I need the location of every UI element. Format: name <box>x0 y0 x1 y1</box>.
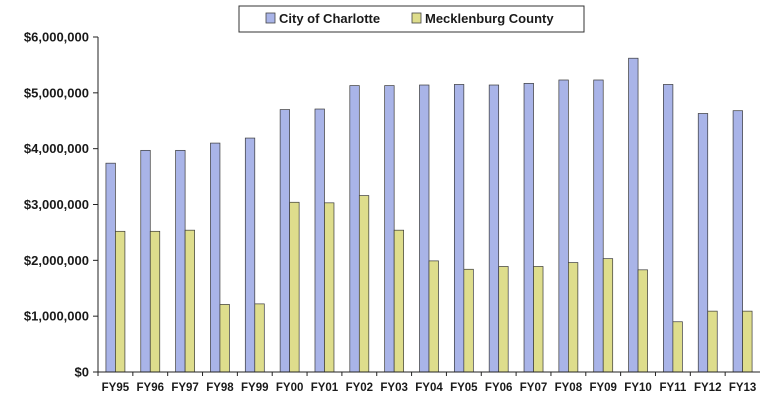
bar-mecklenburg-county <box>289 201 300 373</box>
x-tick-label: FY13 <box>729 382 757 394</box>
legend-swatch-city <box>265 12 276 24</box>
bar-city-of-charlotte <box>140 149 151 373</box>
y-tick-label: $4,000,000 <box>24 141 89 156</box>
bar-mecklenburg-county <box>358 195 370 373</box>
bar-city-of-charlotte <box>663 84 674 373</box>
legend: City of Charlotte Mecklenburg County <box>238 5 585 33</box>
bar-mecklenburg-county <box>463 268 474 373</box>
legend-swatch-county <box>411 12 422 24</box>
y-axis: $0 $1,000,000 $2,000,000 $3,000,000 $4,000,0… <box>24 30 99 380</box>
bar-city-of-charlotte <box>384 85 395 373</box>
bar-mecklenburg-county <box>254 303 265 373</box>
bars <box>105 57 753 373</box>
bar-mecklenburg-county <box>742 310 753 373</box>
bar-city-of-charlotte <box>279 109 290 373</box>
bar-mecklenburg-county <box>602 258 614 373</box>
bar-city-of-charlotte <box>558 79 569 373</box>
x-tick-label: FY96 <box>137 382 165 394</box>
x-tick-label: FY06 <box>485 382 513 394</box>
bar-mecklenburg-county <box>219 304 230 373</box>
bar-city-of-charlotte <box>349 85 360 373</box>
bar-mecklenburg-county <box>324 202 335 373</box>
y-tick-label: $5,000,000 <box>24 85 89 100</box>
bar-city-of-charlotte <box>593 79 604 373</box>
x-tick-label: FY98 <box>206 382 234 394</box>
y-tick-label: $3,000,000 <box>24 197 89 212</box>
bar-mecklenburg-county <box>184 229 195 373</box>
bar-city-of-charlotte <box>244 137 256 373</box>
x-tick-label: FY09 <box>589 382 617 394</box>
bar-city-of-charlotte <box>453 84 465 373</box>
bar-city-of-charlotte <box>314 108 325 373</box>
x-axis: FY95 FY96 FY97 FY98 FY99 FY00 FY01 FY02 FY03 FY04… <box>97 371 760 394</box>
x-tick-label: FY95 <box>102 382 130 394</box>
x-tick-label: FY12 <box>694 382 722 394</box>
bar-mecklenburg-county <box>115 230 126 373</box>
legend-label-county: Mecklenburg County <box>425 11 554 26</box>
bar-city-of-charlotte <box>732 110 743 373</box>
x-tick-label: FY10 <box>624 382 652 394</box>
y-tick-label: $6,000,000 <box>24 30 89 45</box>
bar-mecklenburg-county <box>637 269 648 373</box>
bar-city-of-charlotte <box>697 113 709 373</box>
bar-mecklenburg-county <box>149 230 161 373</box>
bar-city-of-charlotte <box>523 82 534 373</box>
bar-city-of-charlotte <box>419 84 430 373</box>
bar-mecklenburg-county <box>533 266 544 373</box>
bar-city-of-charlotte <box>210 142 221 373</box>
bar-mecklenburg-county <box>393 229 405 373</box>
bar-mecklenburg-county <box>498 266 509 373</box>
x-tick-label: FY03 <box>380 382 408 394</box>
bar-mecklenburg-county <box>672 321 683 373</box>
bar-city-of-charlotte <box>105 162 116 373</box>
legend-frame <box>238 5 585 33</box>
bar-city-of-charlotte <box>488 84 500 373</box>
x-tick-label: FY11 <box>659 382 686 394</box>
y-tick-label: $0 <box>75 365 89 380</box>
x-tick-label: FY02 <box>346 382 374 394</box>
legend-label-city: City of Charlotte <box>279 11 380 26</box>
y-tick-label: $1,000,000 <box>24 309 89 324</box>
bar-city-of-charlotte <box>628 57 639 373</box>
y-tick-label: $2,000,000 <box>24 253 89 268</box>
x-tick-label: FY97 <box>171 382 199 394</box>
x-tick-label: FY01 <box>311 382 339 394</box>
bar-mecklenburg-county <box>428 260 439 373</box>
x-tick-label: FY08 <box>555 382 583 394</box>
x-tick-label: FY04 <box>415 382 443 394</box>
x-tick-label: FY05 <box>450 382 478 394</box>
bar-mecklenburg-county <box>568 262 579 373</box>
bar-city-of-charlotte <box>175 149 186 373</box>
bar-mecklenburg-county <box>707 310 718 373</box>
x-tick-label: FY99 <box>241 382 269 394</box>
x-tick-label: FY07 <box>520 382 548 394</box>
x-tick-label: FY00 <box>276 382 304 394</box>
